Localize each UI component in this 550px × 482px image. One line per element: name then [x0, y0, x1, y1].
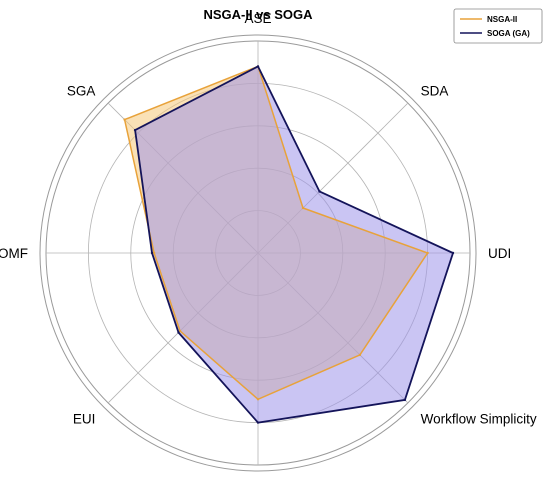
- chart-title: NSGA-II vs SOGA: [203, 7, 313, 22]
- series-point-soga-ga-0: [256, 65, 260, 68]
- series-point-nsga-ii-2: [426, 251, 429, 255]
- series-point-soga-ga-6: [150, 251, 154, 255]
- legend: NSGA-II SOGA (GA): [453, 8, 543, 44]
- series-point-nsga-ii-6: [152, 251, 156, 255]
- series-point-nsga-ii-1: [301, 206, 305, 210]
- series-point-soga-ga-7: [133, 128, 137, 132]
- axis-label-workflow-simplicity: Workflow Simplicity: [421, 412, 537, 427]
- axis-label-ase: ASE: [244, 11, 271, 26]
- series-point-soga-ga-2: [451, 251, 455, 255]
- series-point-soga-ga-4: [256, 421, 260, 424]
- series-point-nsga-ii-7: [123, 118, 126, 121]
- series-layer: [123, 65, 455, 424]
- series-point-nsga-ii-3: [358, 353, 362, 357]
- axis-label-sga: SGA: [67, 83, 96, 98]
- axis-label-udi: UDI: [488, 246, 511, 261]
- series-point-soga-ga-3: [403, 398, 407, 402]
- axis-label-sda: SDA: [421, 83, 449, 98]
- series-point-nsga-ii-4: [256, 398, 260, 401]
- outer-frame: [39, 34, 477, 472]
- axis-label-eui: EUI: [73, 412, 96, 427]
- legend-label-soga: SOGA (GA): [487, 29, 530, 38]
- legend-frame: [453, 8, 543, 44]
- legend-label-nsga-ii: NSGA-II: [487, 15, 517, 24]
- series-point-nsga-ii-5: [178, 329, 182, 333]
- series-point-soga-ga-5: [177, 331, 180, 334]
- axis-label-comf: COMF: [0, 246, 28, 261]
- series-point-soga-ga-1: [318, 190, 321, 193]
